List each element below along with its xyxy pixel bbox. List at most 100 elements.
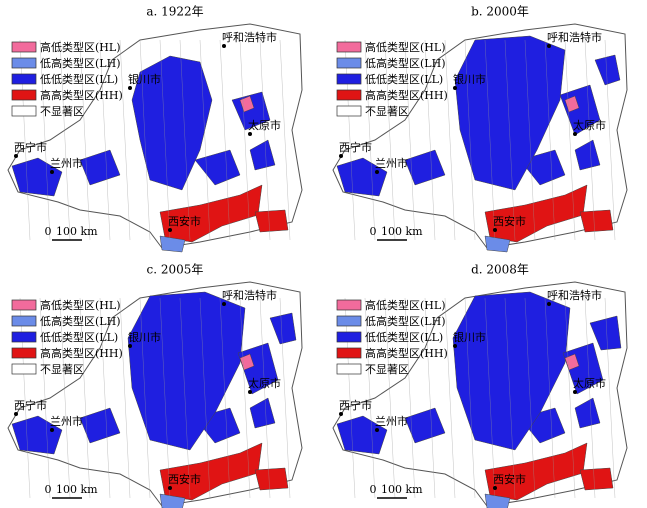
panel-title: b. 2000年 xyxy=(471,5,529,19)
county-border xyxy=(139,297,151,499)
region-ll xyxy=(574,397,601,429)
scale-zero: 0 xyxy=(370,483,377,496)
county-border xyxy=(344,297,356,499)
city-dot xyxy=(128,344,132,348)
city-dot xyxy=(375,170,379,174)
scale-label: 100 km xyxy=(56,483,98,496)
region-lh xyxy=(484,493,511,508)
city-label: 兰州市 xyxy=(375,414,408,428)
county-border xyxy=(59,297,71,499)
city-label: 银川市 xyxy=(128,72,161,86)
legend-swatch xyxy=(11,363,37,375)
scale-zero: 0 xyxy=(45,483,52,496)
region-lh xyxy=(159,493,186,508)
city-label: 太原市 xyxy=(573,118,606,132)
region-ll xyxy=(127,291,246,451)
county-border xyxy=(259,297,271,499)
county-border xyxy=(119,39,131,241)
county-border xyxy=(159,297,171,499)
city-dot xyxy=(453,86,457,90)
legend-swatch xyxy=(11,299,37,311)
region-hh xyxy=(579,209,614,233)
county-border xyxy=(159,39,171,241)
legend-label: 高高类型区(HH) xyxy=(365,88,448,102)
scale-zero: 0 xyxy=(45,225,52,238)
city-label: 银川市 xyxy=(453,330,486,344)
legend-label: 低高类型区(LH) xyxy=(365,314,445,328)
scale-label: 100 km xyxy=(381,483,423,496)
legend-swatch xyxy=(11,331,37,343)
legend-swatch xyxy=(336,73,362,85)
county-border xyxy=(464,297,476,499)
city-dot xyxy=(339,412,343,416)
city-dot xyxy=(453,344,457,348)
legend-label: 不显著区 xyxy=(365,362,409,376)
county-border xyxy=(279,297,291,499)
legend-label: 高低类型区(HL) xyxy=(40,40,120,54)
city-label: 西宁市 xyxy=(339,398,372,412)
city-dot xyxy=(128,86,132,90)
legend-label: 高高类型区(HH) xyxy=(40,346,123,360)
city-label: 西安市 xyxy=(168,472,201,486)
county-border xyxy=(179,297,191,499)
city-label: 兰州市 xyxy=(375,156,408,170)
city-label: 呼和浩特市 xyxy=(222,288,277,302)
county-border xyxy=(364,39,376,241)
city-label: 兰州市 xyxy=(50,414,83,428)
city-dot xyxy=(573,132,577,136)
city-label: 西宁市 xyxy=(14,398,47,412)
county-border xyxy=(99,297,111,499)
county-border xyxy=(564,297,576,499)
county-border xyxy=(484,39,496,241)
county-border xyxy=(79,39,91,241)
county-border xyxy=(424,297,436,499)
county-border xyxy=(424,39,436,241)
city-dot xyxy=(248,390,252,394)
region-ll xyxy=(11,415,63,455)
county-border xyxy=(219,39,231,241)
region-ll xyxy=(11,157,63,197)
city-dot xyxy=(50,428,54,432)
region-ll xyxy=(79,407,121,444)
region-ll xyxy=(249,139,276,171)
city-label: 银川市 xyxy=(128,330,161,344)
region-ll xyxy=(269,312,297,345)
legend-swatch xyxy=(336,89,362,101)
region-ll xyxy=(404,407,446,444)
legend-swatch xyxy=(11,105,37,117)
county-border xyxy=(544,297,556,499)
county-border xyxy=(259,39,271,241)
county-border xyxy=(179,39,191,241)
county-border xyxy=(584,297,596,499)
county-border xyxy=(444,297,456,499)
county-border xyxy=(364,297,376,499)
legend-label: 不显著区 xyxy=(365,104,409,118)
region-ll xyxy=(249,397,276,429)
region-ll xyxy=(594,54,621,86)
city-label: 西安市 xyxy=(493,472,526,486)
city-label: 呼和浩特市 xyxy=(222,30,277,44)
legend-label: 低低类型区(LL) xyxy=(40,330,118,344)
county-border xyxy=(464,39,476,241)
county-border xyxy=(384,39,396,241)
city-dot xyxy=(14,154,18,158)
region-ll xyxy=(336,157,388,197)
city-label: 西安市 xyxy=(168,214,201,228)
county-border xyxy=(239,297,251,499)
legend-label: 高低类型区(HL) xyxy=(365,40,445,54)
county-border xyxy=(564,39,576,241)
city-dot xyxy=(222,44,226,48)
legend-swatch xyxy=(336,363,362,375)
legend-label: 低低类型区(LL) xyxy=(40,72,118,86)
county-border xyxy=(524,297,536,499)
legend-swatch xyxy=(11,347,37,359)
region-hh xyxy=(254,209,289,233)
city-dot xyxy=(248,132,252,136)
region-ll xyxy=(559,84,601,136)
city-label: 兰州市 xyxy=(50,156,83,170)
panel-title: a. 1922年 xyxy=(146,5,203,19)
region-ll xyxy=(194,149,241,186)
